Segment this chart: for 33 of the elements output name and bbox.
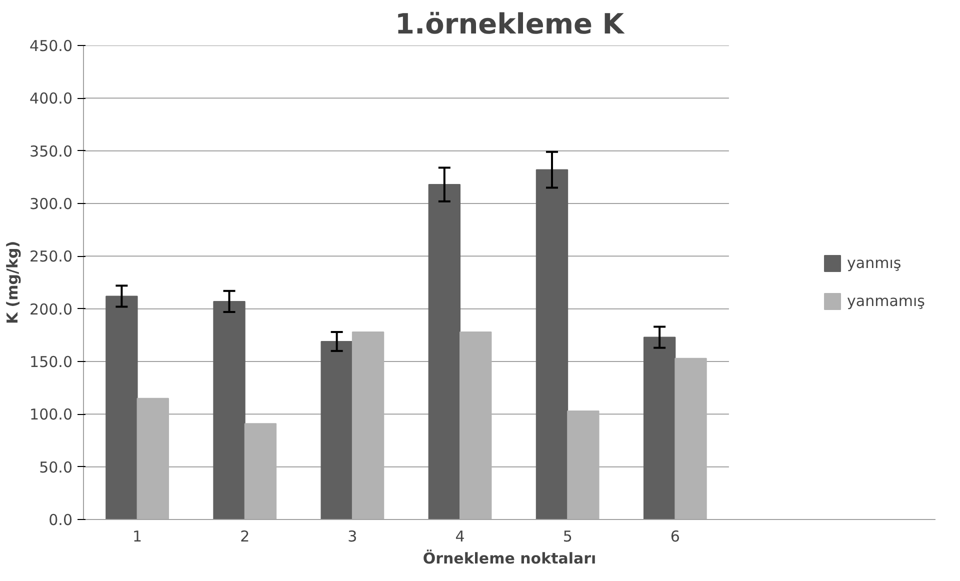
bar — [213, 300, 246, 520]
bar — [536, 169, 568, 520]
y-tick-label: 0.0 — [48, 511, 73, 529]
x-tick-label: 6 — [670, 528, 680, 546]
y-tick-label: 200.0 — [30, 300, 73, 318]
x-tick-label: 4 — [455, 528, 465, 546]
bar — [352, 332, 384, 520]
y-tick-label: 300.0 — [30, 195, 73, 213]
y-tick-label: 150.0 — [30, 353, 73, 371]
y-tick-label: 250.0 — [30, 248, 73, 266]
legend-label: yanmış — [847, 254, 902, 272]
y-tick-label: 100.0 — [30, 406, 73, 424]
x-axis-title: Örnekleme noktaları — [422, 550, 596, 568]
bar — [428, 184, 461, 520]
y-tick-label: 50.0 — [39, 458, 73, 476]
x-tick-label: 1 — [132, 528, 142, 546]
bar — [244, 423, 277, 520]
bar — [136, 398, 169, 520]
legend-label: yanmamış — [847, 292, 925, 310]
bar — [567, 410, 600, 520]
chart-title: 1.örnekleme K — [395, 8, 626, 40]
x-tick-label: 5 — [562, 528, 572, 546]
x-tick-label: 2 — [240, 528, 250, 546]
bar — [320, 340, 353, 520]
bar — [460, 332, 492, 520]
bar — [106, 296, 138, 520]
y-axis-title: K (mg/kg) — [4, 240, 22, 324]
bar — [643, 336, 676, 520]
y-tick-label: 450.0 — [30, 37, 73, 55]
y-tick-label: 350.0 — [30, 142, 73, 160]
y-tick-label: 400.0 — [30, 90, 73, 108]
bar — [674, 358, 707, 520]
x-tick-label: 3 — [348, 528, 358, 546]
